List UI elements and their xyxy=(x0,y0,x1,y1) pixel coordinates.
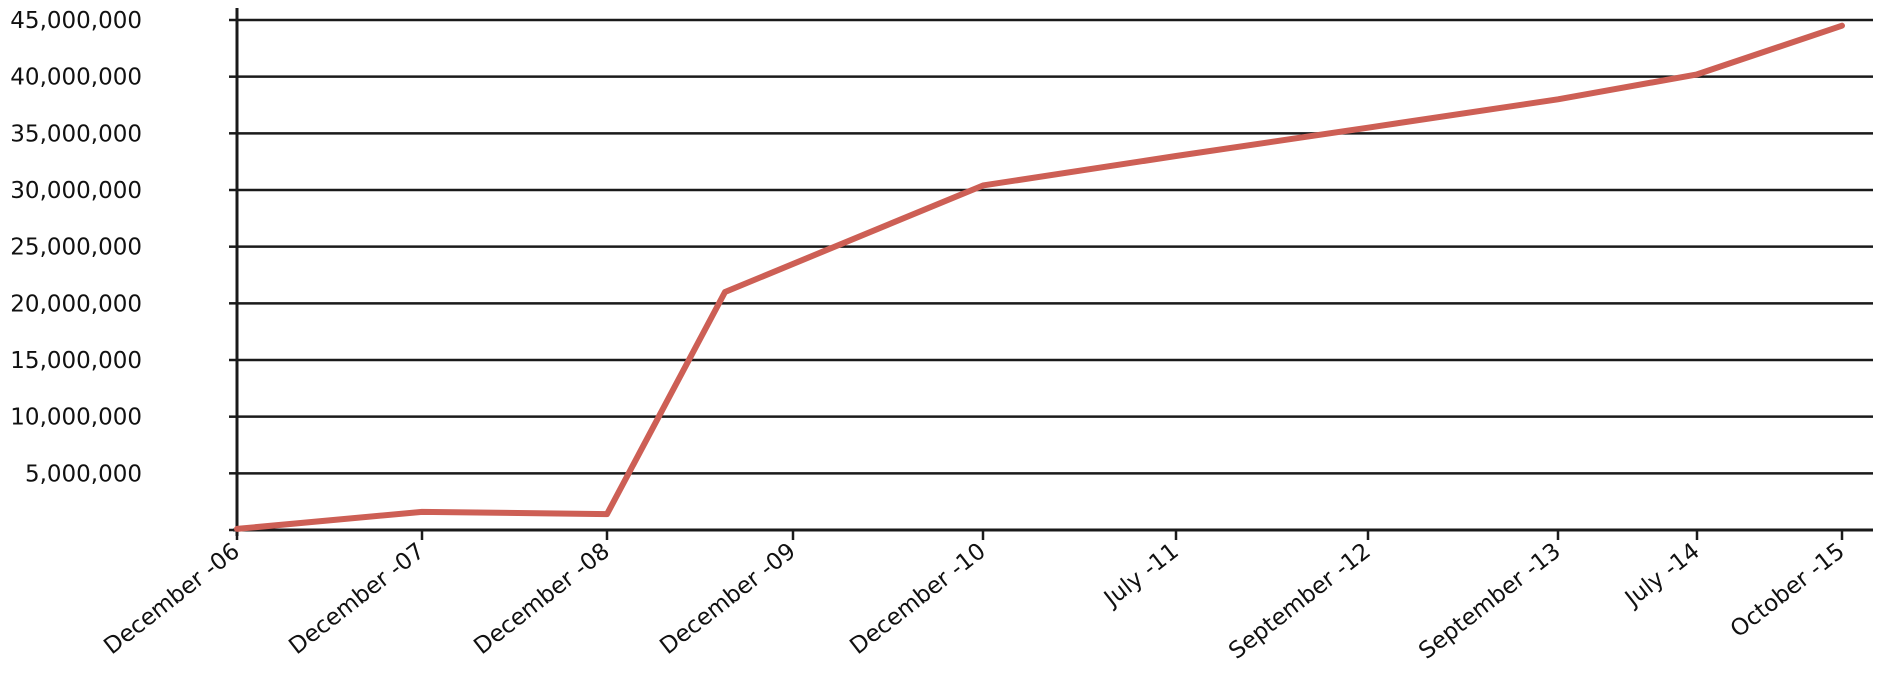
grid-lines xyxy=(237,18,1873,475)
y-tick-label: 30,000,000 xyxy=(10,178,142,204)
y-tick-label: 40,000,000 xyxy=(10,65,142,91)
axes xyxy=(229,8,1873,540)
series-lines xyxy=(234,22,1845,532)
x-tick-label: September -12 xyxy=(1224,538,1376,664)
y-tick-label: 45,000,000 xyxy=(10,8,142,34)
y-tick-label: 5,000,000 xyxy=(25,461,142,487)
x-tick-label: December -07 xyxy=(284,538,429,660)
y-tick-label: 35,000,000 xyxy=(10,121,142,147)
y-tick-label: 15,000,000 xyxy=(10,348,142,374)
y-axis-tick-labels: 5,000,000 10,000,000 15,000,000 20,000,000 2… xyxy=(10,8,142,487)
x-tick-label: December -09 xyxy=(655,538,800,660)
x-tick-label: July -14 xyxy=(1619,538,1705,613)
x-tick-label: September -13 xyxy=(1414,538,1566,664)
y-tick-label: 25,000,000 xyxy=(10,235,142,261)
y-tick-label: 20,000,000 xyxy=(10,291,142,317)
x-tick-label: December -06 xyxy=(99,538,244,660)
x-tick-label: October -15 xyxy=(1726,538,1850,643)
x-tick-label: July -11 xyxy=(1098,538,1184,613)
y-tick-label: 10,000,000 xyxy=(10,405,142,431)
x-axis-tick-labels: December -06 December -07 December -08 Dece… xyxy=(99,538,1849,664)
x-tick-label: December -08 xyxy=(469,538,614,660)
series-line xyxy=(234,22,1845,532)
x-tick-label: December -10 xyxy=(845,538,990,660)
